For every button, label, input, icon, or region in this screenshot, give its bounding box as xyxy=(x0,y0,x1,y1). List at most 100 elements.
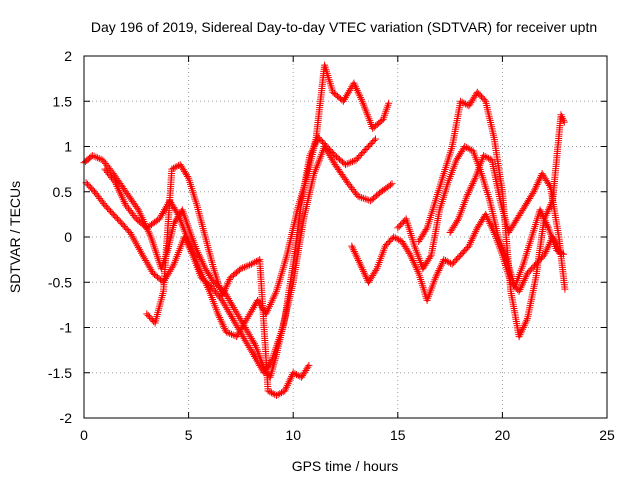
data-point xyxy=(248,336,256,344)
data-point xyxy=(520,276,528,284)
data-point xyxy=(466,185,474,193)
data-point xyxy=(480,152,488,160)
data-point xyxy=(255,360,263,368)
data-point xyxy=(141,255,149,263)
data-point xyxy=(235,329,243,337)
data-point xyxy=(387,181,394,189)
data-point xyxy=(422,226,430,234)
data-point xyxy=(266,388,274,396)
y-axis-title: SDTVAR / TECUs xyxy=(7,181,23,293)
data-point xyxy=(92,153,100,161)
data-point xyxy=(356,193,364,201)
data-point xyxy=(240,320,248,328)
data-point xyxy=(521,320,529,328)
data-point xyxy=(233,309,241,317)
data-point xyxy=(142,257,150,264)
data-point xyxy=(274,391,282,398)
data-point xyxy=(90,152,98,160)
data-point xyxy=(531,186,539,194)
data-point xyxy=(353,253,361,261)
data-point xyxy=(194,248,202,256)
data-point xyxy=(242,338,250,346)
data-point xyxy=(480,96,488,104)
data-point xyxy=(228,330,235,338)
data-point xyxy=(483,214,491,222)
data-point xyxy=(483,153,491,161)
data-point xyxy=(324,148,332,156)
data-point xyxy=(249,259,257,267)
data-point xyxy=(243,314,251,322)
data-point xyxy=(412,264,420,272)
data-point xyxy=(443,257,451,265)
data-point xyxy=(88,152,96,160)
data-point xyxy=(246,345,254,353)
data-point xyxy=(558,113,566,121)
data-point xyxy=(236,327,244,335)
data-point xyxy=(225,296,233,304)
data-point xyxy=(171,163,179,171)
data-point xyxy=(269,390,277,398)
data-point xyxy=(248,349,256,357)
data-point xyxy=(223,305,231,313)
x-axis-title: GPS time / hours xyxy=(292,458,399,474)
data-point xyxy=(515,287,523,295)
data-point xyxy=(464,191,472,198)
data-point xyxy=(522,318,530,326)
data-point xyxy=(543,246,551,254)
data-point xyxy=(532,182,540,190)
data-point xyxy=(234,311,242,319)
data-point xyxy=(161,206,168,214)
data-point xyxy=(283,383,290,391)
data-point xyxy=(361,271,369,279)
data-point xyxy=(246,261,254,269)
data-point xyxy=(467,238,475,246)
data-point xyxy=(516,331,524,339)
data-point xyxy=(143,258,151,266)
data-point xyxy=(357,262,365,270)
data-point xyxy=(458,98,466,106)
data-point xyxy=(540,215,548,223)
data-point xyxy=(465,187,473,195)
data-point xyxy=(226,330,234,337)
x-tick-label: 0 xyxy=(80,427,88,443)
data-point xyxy=(408,255,416,263)
data-point xyxy=(463,192,471,200)
data-point xyxy=(517,284,525,292)
data-point xyxy=(391,234,399,242)
data-point xyxy=(426,253,434,261)
data-point xyxy=(487,221,495,229)
y-tick-label: 0 xyxy=(64,229,72,245)
data-point xyxy=(358,264,366,272)
data-point xyxy=(542,248,550,255)
y-tick-label: 1.5 xyxy=(53,93,73,109)
data-point xyxy=(407,253,415,261)
data-point xyxy=(237,325,245,333)
data-point xyxy=(243,327,251,335)
data-point xyxy=(323,146,331,154)
data-point xyxy=(168,264,176,272)
data-point xyxy=(343,160,351,168)
data-point xyxy=(471,229,479,237)
data-point xyxy=(200,261,208,269)
data-point xyxy=(351,249,359,257)
data-point xyxy=(221,286,229,294)
data-point xyxy=(225,309,233,317)
data-point xyxy=(221,324,229,332)
data-point xyxy=(250,338,257,346)
data-point xyxy=(361,195,369,203)
data-point xyxy=(532,184,539,192)
data-point xyxy=(251,353,258,360)
data-point xyxy=(196,254,204,262)
data-point xyxy=(453,217,461,225)
data-point xyxy=(436,265,444,273)
data-point xyxy=(395,236,403,244)
data-point xyxy=(385,99,393,107)
data-point xyxy=(215,312,223,320)
data-point xyxy=(466,145,474,153)
data-point xyxy=(217,317,225,325)
data-point xyxy=(544,222,552,230)
data-point xyxy=(245,343,253,351)
data-point xyxy=(353,86,361,94)
data-point xyxy=(273,391,280,399)
